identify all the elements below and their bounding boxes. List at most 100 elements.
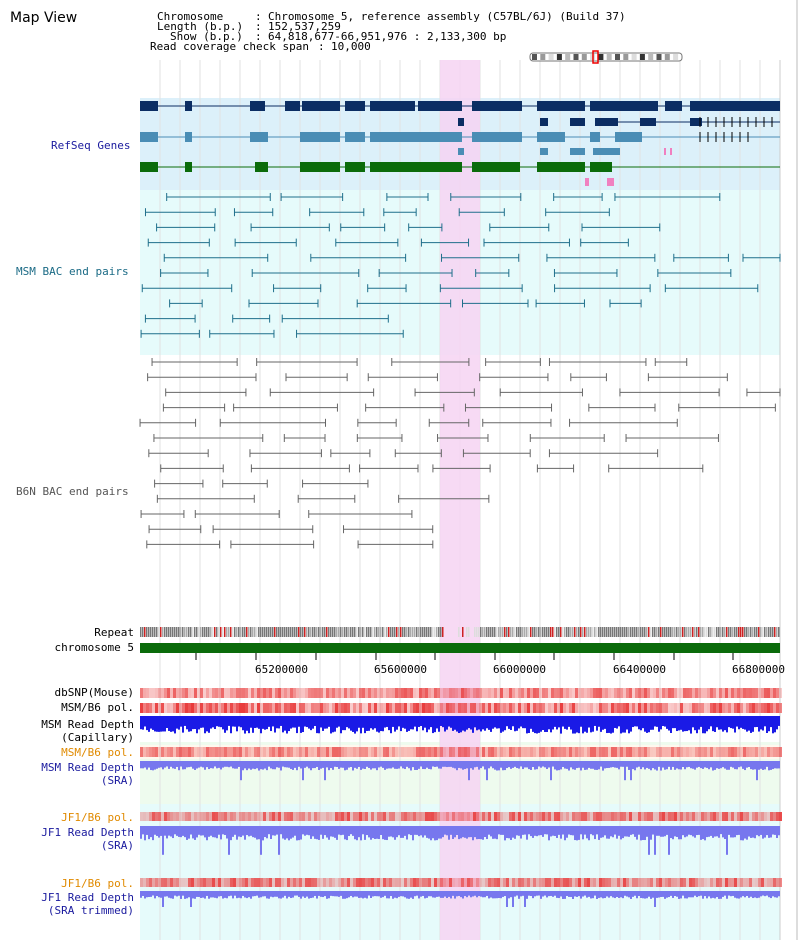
depth-bar (684, 891, 686, 899)
depth-bar (568, 891, 570, 897)
repeat-mark (336, 627, 338, 637)
repeat-mark (512, 627, 514, 637)
depth-bar (186, 716, 188, 730)
depth-bar (726, 761, 728, 770)
heat-cell (440, 747, 443, 757)
heat-cell (596, 878, 599, 887)
heat-cell (398, 703, 401, 713)
depth-bar (648, 716, 650, 733)
depth-bar (288, 826, 290, 841)
heat-cell (236, 747, 239, 757)
heat-cell (458, 747, 461, 757)
heat-cell (143, 812, 146, 821)
depth-bar (378, 716, 380, 733)
heat-cell (767, 878, 770, 887)
heat-cell (764, 688, 767, 698)
depth-bar (678, 891, 680, 899)
depth-bar (414, 761, 416, 770)
depth-bar (416, 761, 418, 770)
depth-bar (194, 716, 196, 730)
heat-cell (674, 688, 677, 698)
heat-cell (602, 703, 605, 713)
repeat-mark (160, 627, 162, 637)
heat-cell (440, 812, 443, 821)
depth-bar (454, 826, 456, 838)
heat-cell (632, 703, 635, 713)
axis-tick-label: 66400000 (613, 663, 666, 676)
depth-bar (350, 716, 352, 731)
depth-bar (638, 891, 640, 896)
heat-cell (620, 878, 623, 887)
depth-bar (530, 826, 532, 837)
heat-cell (746, 688, 749, 698)
heat-cell (656, 878, 659, 887)
depth-bar (778, 761, 780, 769)
heat-cell (263, 747, 266, 757)
depth-bar (570, 891, 572, 897)
depth-bar (736, 761, 738, 770)
depth-bar (336, 891, 338, 897)
depth-bar (466, 761, 468, 769)
depth-bar (558, 761, 560, 771)
heat-cell (569, 878, 572, 887)
heat-cell (572, 688, 575, 698)
depth-bar (632, 826, 634, 835)
heat-cell (431, 703, 434, 713)
heat-cell (203, 878, 206, 887)
depth-bar (760, 761, 762, 769)
heat-cell (185, 812, 188, 821)
heat-cell (227, 812, 230, 821)
repeat-mark (694, 627, 696, 637)
depth-bar (212, 716, 214, 728)
depth-bar (302, 891, 304, 897)
heat-cell (497, 878, 500, 887)
repeat-mark (636, 627, 638, 637)
depth-bar (396, 761, 398, 769)
depth-bar (364, 826, 366, 840)
depth-bar (770, 716, 772, 728)
depth-bar (546, 826, 548, 835)
heat-cell (350, 703, 353, 713)
heat-cell (710, 812, 713, 821)
repeat-mark (242, 627, 244, 637)
repeat-mark (442, 627, 444, 637)
depth-bar (332, 761, 334, 770)
depth-bar (476, 826, 478, 840)
heat-cell (626, 878, 629, 887)
depth-bar (278, 761, 280, 768)
repeat-mark (294, 627, 296, 637)
depth-bar (148, 826, 150, 840)
gene-block (540, 148, 548, 155)
depth-bar (720, 716, 722, 730)
depth-bar (406, 761, 408, 767)
depth-bar (352, 891, 354, 898)
heat-cell (770, 688, 773, 698)
repeat-mark (374, 627, 376, 637)
heat-cell (167, 747, 170, 757)
depth-bar (718, 826, 720, 838)
gene-block (458, 148, 464, 155)
depth-bar (686, 891, 688, 899)
heat-cell (275, 878, 278, 887)
depth-bar (148, 761, 150, 768)
depth-bar (272, 716, 274, 727)
depth-bar (254, 761, 256, 770)
heat-cell (524, 812, 527, 821)
heat-cell (704, 878, 707, 887)
depth-bar (532, 891, 534, 899)
heat-cell (503, 878, 506, 887)
heat-cell (140, 747, 143, 757)
repeat-mark (680, 627, 682, 637)
depth-bar (594, 716, 596, 726)
length-key: Length (b.p.) (157, 20, 244, 33)
heat-cell (578, 747, 581, 757)
depth-bar (238, 761, 240, 767)
depth-bar (758, 761, 760, 770)
depth-bar (318, 716, 320, 734)
depth-bar (746, 891, 748, 897)
depth-bar (570, 761, 572, 768)
heat-cell (299, 703, 302, 713)
depth-bar (756, 761, 758, 781)
depth-bar (544, 716, 546, 732)
heat-cell (503, 812, 506, 821)
